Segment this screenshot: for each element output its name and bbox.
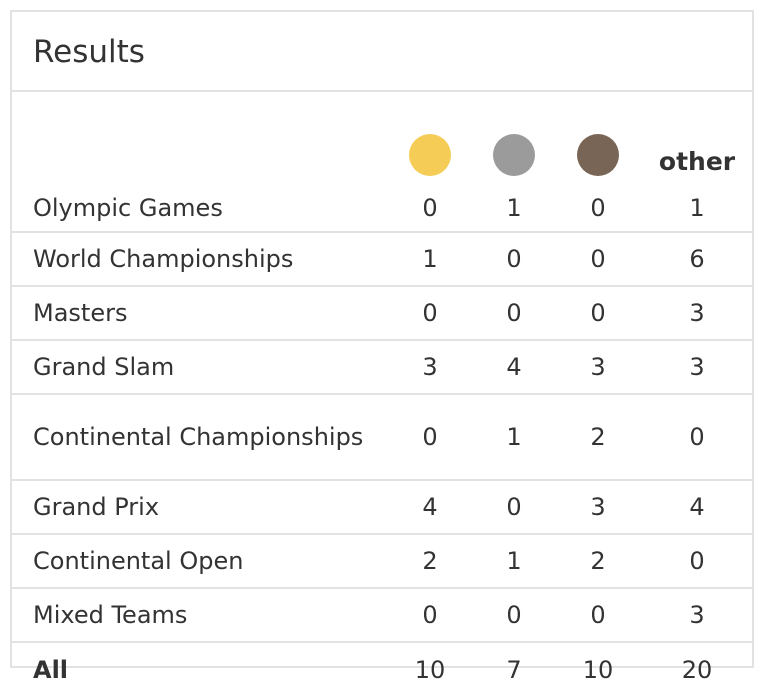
bronze-count: 0 [590, 601, 606, 629]
row-label: Masters [33, 299, 128, 327]
header-gold [388, 92, 472, 184]
other-count: 3 [689, 299, 705, 327]
table-row: Continental Championships 0 1 2 0 [10, 394, 754, 480]
results-table: other Olympic Games 0 1 0 1 World Champi… [10, 92, 754, 696]
header-other: other [640, 92, 754, 184]
total-gold-count: 10 [414, 655, 446, 684]
gold-count: 2 [422, 547, 438, 575]
total-bronze-count: 10 [582, 655, 614, 684]
header-silver [472, 92, 556, 184]
other-count: 0 [689, 547, 705, 575]
other-column-label: other [658, 147, 736, 176]
silver-count: 1 [506, 423, 522, 451]
bronze-count: 0 [590, 299, 606, 327]
silver-count: 0 [506, 245, 522, 273]
row-label: Continental Open [33, 547, 244, 575]
bronze-count: 2 [590, 547, 606, 575]
results-card: Results other [10, 10, 754, 684]
other-count: 3 [689, 353, 705, 381]
total-other-count: 20 [681, 655, 713, 684]
bronze-count: 2 [590, 423, 606, 451]
bronze-count: 0 [590, 193, 606, 222]
gold-count: 1 [422, 245, 438, 273]
bronze-count: 3 [590, 353, 606, 381]
total-silver-count: 7 [506, 655, 522, 684]
other-count: 4 [689, 493, 705, 521]
table-row: Mixed Teams 0 0 0 3 [10, 588, 754, 642]
row-label: Continental Championships [33, 423, 364, 451]
results-title: Results [12, 12, 752, 92]
header-label-cell [10, 92, 388, 184]
table-row: Olympic Games 0 1 0 1 [10, 184, 754, 232]
other-count: 0 [689, 423, 705, 451]
bronze-count: 0 [590, 245, 606, 273]
gold-medal-icon [409, 134, 451, 176]
silver-medal-icon [493, 134, 535, 176]
row-label: Grand Slam [33, 353, 175, 381]
row-label: Mixed Teams [33, 601, 188, 629]
results-body: Olympic Games 0 1 0 1 World Championship… [10, 184, 754, 696]
silver-count: 0 [506, 493, 522, 521]
gold-count: 0 [422, 193, 438, 222]
table-row: World Championships 1 0 0 6 [10, 232, 754, 286]
gold-count: 0 [422, 601, 438, 629]
gold-count: 4 [422, 493, 438, 521]
header-bronze [556, 92, 640, 184]
table-row: Continental Open 2 1 2 0 [10, 534, 754, 588]
gold-count: 3 [422, 353, 438, 381]
silver-count: 0 [506, 601, 522, 629]
row-label: Olympic Games [33, 193, 223, 222]
silver-count: 1 [506, 547, 522, 575]
total-row: All 10 7 10 20 [10, 642, 754, 696]
other-count: 3 [689, 601, 705, 629]
silver-count: 1 [506, 193, 522, 222]
table-row: Grand Prix 4 0 3 4 [10, 480, 754, 534]
table-row: Masters 0 0 0 3 [10, 286, 754, 340]
row-label: World Championships [33, 245, 294, 273]
gold-count: 0 [422, 423, 438, 451]
bronze-medal-icon [577, 134, 619, 176]
total-label: All [33, 655, 69, 684]
silver-count: 4 [506, 353, 522, 381]
gold-count: 0 [422, 299, 438, 327]
bronze-count: 3 [590, 493, 606, 521]
other-count: 1 [689, 193, 705, 222]
other-count: 6 [689, 245, 705, 273]
row-label: Grand Prix [33, 493, 160, 521]
silver-count: 0 [506, 299, 522, 327]
header-row: other [10, 92, 754, 184]
table-row: Grand Slam 3 4 3 3 [10, 340, 754, 394]
